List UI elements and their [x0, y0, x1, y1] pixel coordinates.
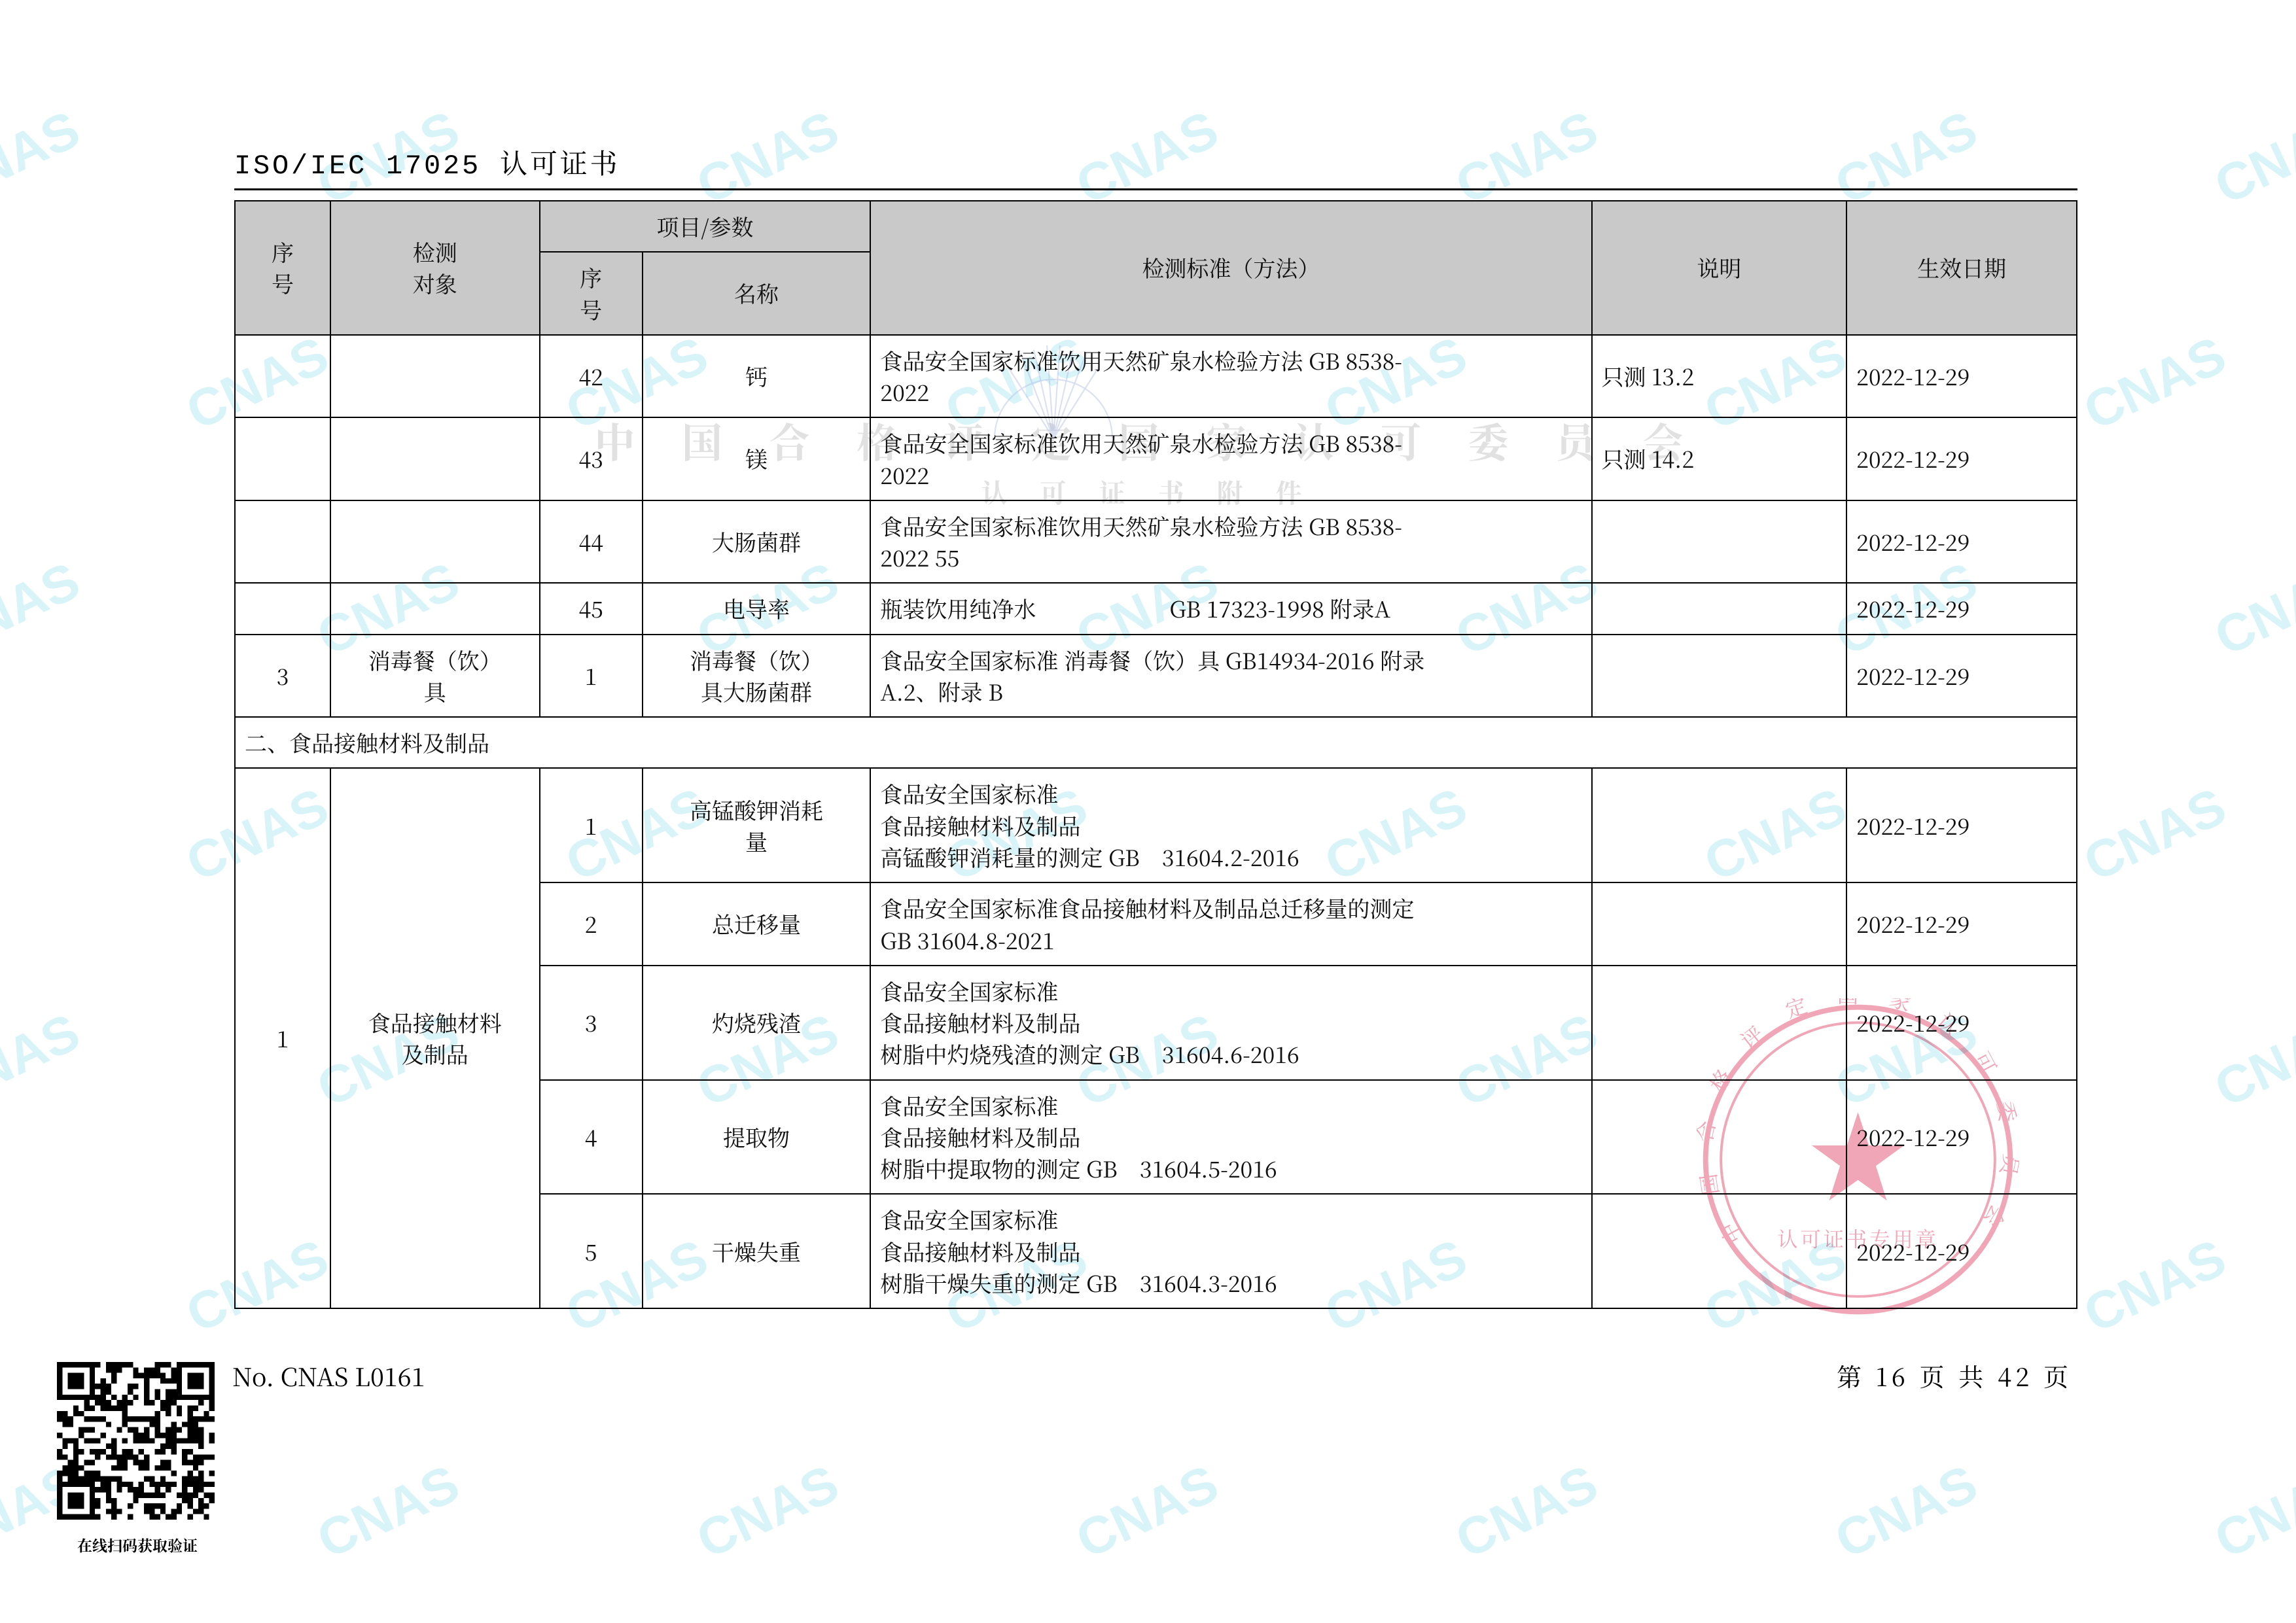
svg-text:认可证书专用章: 认可证书专用章	[1777, 1223, 1938, 1253]
